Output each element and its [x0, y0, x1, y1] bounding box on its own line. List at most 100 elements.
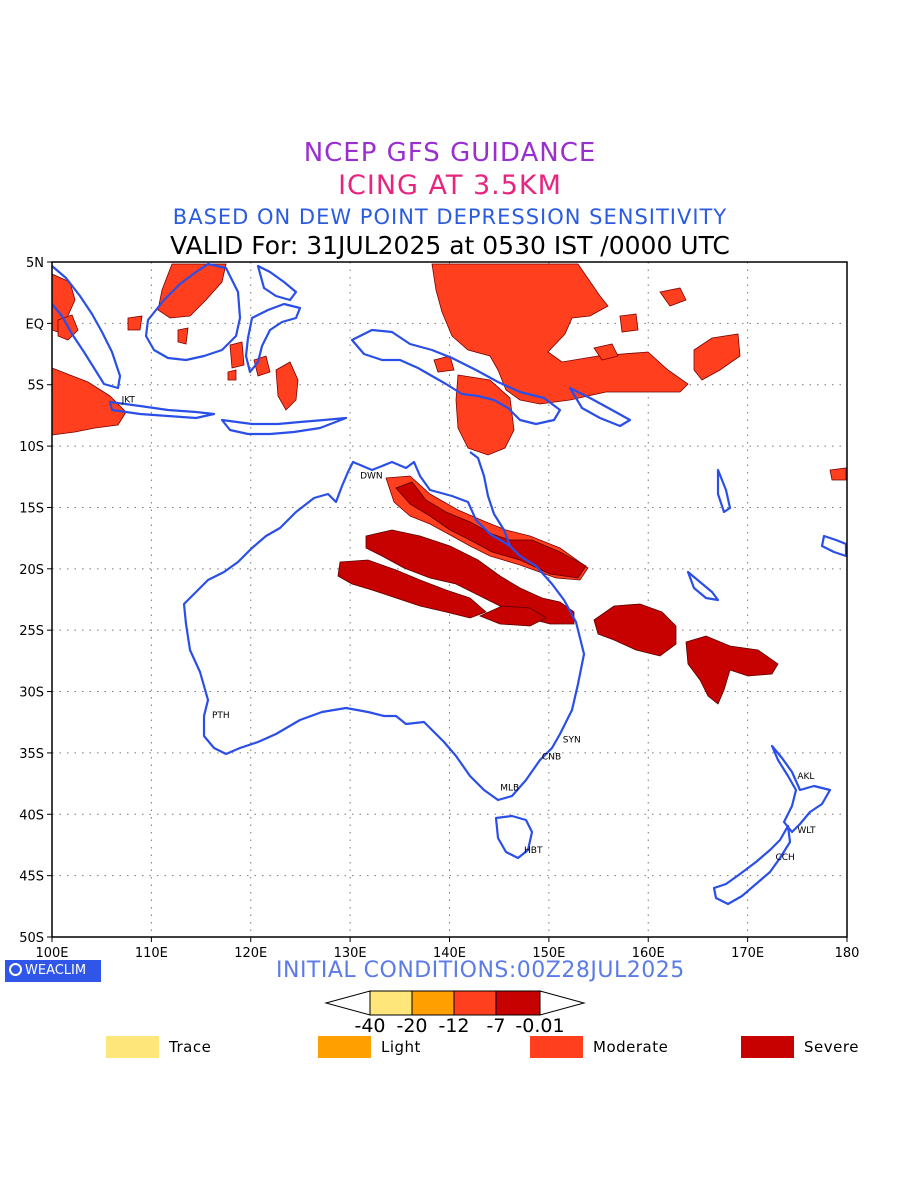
colorbar-label: -0.01: [515, 1015, 565, 1037]
coastline-new-caledonia: [686, 570, 720, 602]
lon-tick-label: 150E: [532, 946, 565, 961]
station-label-syn: SYN: [563, 735, 581, 745]
weaclim-logo: WEACLIM: [5, 960, 101, 982]
lon-tick-label: 110E: [135, 946, 168, 961]
station-label-jkt: JKT: [121, 395, 136, 405]
coastline-sulawesi: [244, 302, 302, 374]
lat-tick-label: 30S: [19, 686, 44, 701]
colorbar-box-light: [411, 990, 455, 1016]
icing-moderate-area: [52, 367, 127, 436]
coastline-nz-north: [770, 744, 832, 834]
lat-tick-label: 15S: [19, 501, 44, 516]
colorbar-label: -40: [354, 1015, 386, 1037]
lon-tick-label: 180: [835, 946, 860, 961]
colorbar-box-trace: [369, 990, 413, 1016]
icing-severe-area: [337, 559, 487, 619]
initial-conditions: INITIAL CONDITIONS:00Z28JUL2025: [276, 958, 685, 983]
title-product: NCEP GFS GUIDANCE: [303, 138, 597, 168]
legend-label: Trace: [169, 1038, 212, 1056]
icing-moderate-area: [433, 355, 455, 373]
logo-text: WEACLIM: [25, 963, 87, 978]
icing-areas: [52, 263, 847, 705]
coastline-nz-south: [712, 824, 792, 906]
icing-severe-area: [593, 603, 677, 657]
icing-moderate-area: [593, 343, 619, 361]
title-field: ICING AT 3.5KM: [338, 170, 562, 201]
colorbar-high-arrow: [539, 990, 586, 1016]
lon-tick-label: 140E: [433, 946, 466, 961]
coastline-lesser-sunda: [220, 416, 348, 436]
axis-ticks: 100E 110E 120E 130E 140E 150E 160E 170E 180 5N EQ 5…: [19, 256, 859, 961]
lat-tick-label: 20S: [19, 563, 44, 578]
lat-tick-label: EQ: [26, 317, 44, 332]
lat-tick-label: 5N: [26, 256, 44, 271]
icing-severe-area: [478, 605, 547, 627]
coastline-mindanao: [256, 264, 298, 302]
legend-label: Severe: [804, 1038, 859, 1056]
lat-tick-label: 25S: [19, 624, 44, 639]
colorbar-low-arrow: [324, 990, 371, 1016]
icing-severe-area: [395, 481, 587, 579]
icing-moderate-area: [431, 263, 689, 405]
colorbar-box-severe: [495, 990, 541, 1016]
lon-tick-label: 130E: [334, 946, 367, 961]
lat-tick-label: 10S: [19, 440, 44, 455]
colorbar-label: -12: [438, 1015, 470, 1037]
coastline-vanuatu: [716, 468, 732, 514]
colorbar-box-moderate: [453, 990, 497, 1016]
coastline-solomons: [568, 386, 632, 428]
station-label-dwn: DWN: [360, 472, 383, 482]
title-method: BASED ON DEW POINT DEPRESSION SENSITIVIT…: [172, 205, 728, 229]
coastline-australia: [182, 460, 586, 802]
lat-tick-label: 5S: [27, 379, 44, 394]
icing-moderate-area: [157, 263, 227, 319]
lon-tick-label: 170E: [731, 946, 764, 961]
lat-tick-label: 35S: [19, 747, 44, 762]
coastline-sumatra: [52, 265, 122, 390]
station-label-pth: PTH: [212, 711, 230, 721]
logo-circle-icon: [9, 963, 22, 976]
icing-moderate-area: [177, 327, 189, 345]
legend-swatch: [106, 1036, 159, 1058]
lon-tick-label: 160E: [632, 946, 665, 961]
icing-moderate-area: [229, 341, 245, 369]
coastline-tasmania: [494, 814, 534, 860]
coastline-new-guinea: [350, 328, 562, 426]
colorbar: [324, 990, 586, 1016]
coastline-java: [108, 400, 216, 420]
icing-severe-area: [365, 529, 575, 625]
station-label-mlb: MLB: [500, 783, 519, 793]
lat-tick-label: 50S: [19, 931, 44, 946]
icing-moderate-area: [253, 355, 271, 377]
icing-moderate-area: [693, 333, 741, 381]
lat-tick-label: 45S: [19, 870, 44, 885]
lon-tick-label: 120E: [234, 946, 267, 961]
station-label-hbt: HBT: [524, 846, 543, 856]
station-label-wlt: WLT: [797, 826, 816, 836]
station-label-cch: CCH: [775, 853, 794, 863]
coastline-borneo: [144, 262, 242, 362]
station-label-cnb: CNB: [542, 753, 561, 763]
icing-severe-area: [685, 635, 779, 705]
colorbar-label: -7: [486, 1015, 506, 1037]
coastlines: [52, 262, 847, 906]
lat-tick-label: 40S: [19, 808, 44, 823]
icing-moderate-area: [227, 369, 237, 381]
coastline-cape-york: [469, 451, 512, 547]
icing-moderate-area: [127, 315, 143, 331]
icing-moderate-area: [619, 313, 639, 333]
legend-swatch: [741, 1036, 794, 1058]
legend-label: Moderate: [593, 1038, 669, 1056]
icing-moderate-area: [829, 467, 847, 481]
legend-swatch: [530, 1036, 583, 1058]
icing-moderate-area: [275, 361, 299, 411]
coastline-fiji: [820, 534, 847, 558]
title-valid-time: VALID For: 31JUL2025 at 0530 IST /0000 U…: [170, 231, 730, 260]
colorbar-label: -20: [396, 1015, 428, 1037]
legend-swatch: [318, 1036, 371, 1058]
lon-tick-label: 100E: [35, 946, 68, 961]
icing-moderate-area: [659, 287, 687, 307]
station-label-akl: AKL: [797, 772, 814, 782]
